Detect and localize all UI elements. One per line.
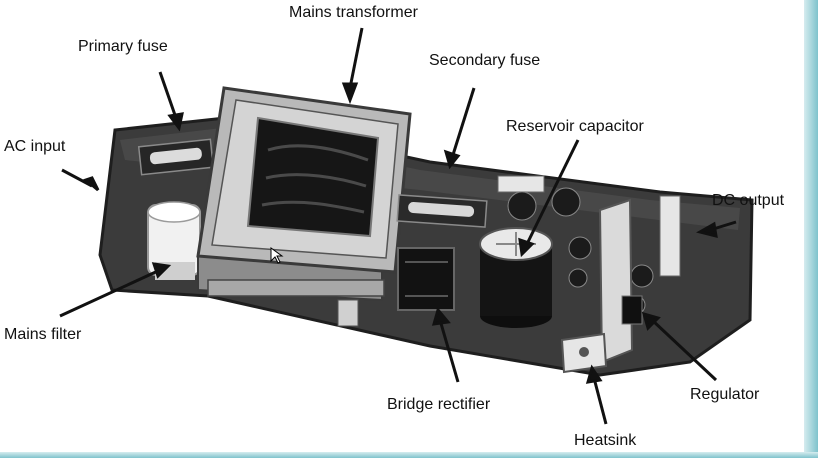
label-bridge-rectifier: Bridge rectifier: [387, 396, 491, 413]
arrow-mains-transformer: [348, 27, 364, 89]
leader-arrows: [59, 27, 737, 425]
arrow-primary-fuse: [158, 71, 178, 119]
arrow-heatsink: [592, 377, 608, 425]
label-regulator: Regulator: [690, 386, 760, 403]
board-connector: [497, 175, 545, 193]
secondary-fuse-component: [396, 194, 488, 228]
regulator-component: [621, 295, 643, 325]
mains-filter-component: [147, 201, 201, 280]
arrow-bridge-rectifier: [438, 319, 460, 383]
dc-output-connector: [659, 195, 681, 277]
small-capacitors: [507, 187, 654, 315]
bridge-rectifier-component: [397, 247, 455, 311]
label-mains-filter: Mains filter: [4, 326, 82, 343]
frame-edge-bottom: [0, 452, 818, 458]
label-mains-transformer: Mains transformer: [289, 4, 418, 21]
label-primary-fuse: Primary fuse: [78, 38, 168, 55]
primary-fuse-component: [137, 138, 215, 176]
arrow-secondary-fuse: [450, 87, 476, 159]
arrow-mains-filter: [59, 268, 161, 318]
arrow-regulator: [650, 318, 718, 382]
label-secondary-fuse: Secondary fuse: [429, 52, 541, 69]
frame-edge-right: [804, 0, 818, 458]
label-reservoir-capacitor: Reservoir capacitor: [506, 118, 644, 135]
arrow-ac-input: [61, 168, 93, 188]
reservoir-capacitor-component: [479, 227, 553, 328]
label-heatsink: Heatsink: [574, 432, 637, 449]
mouse-cursor-icon: [270, 247, 284, 264]
label-ac-input: AC input: [4, 138, 66, 155]
label-dc-output: DC output: [712, 192, 785, 209]
mains-transformer-component: [196, 86, 412, 327]
arrow-reservoir-capacitor: [524, 139, 580, 247]
